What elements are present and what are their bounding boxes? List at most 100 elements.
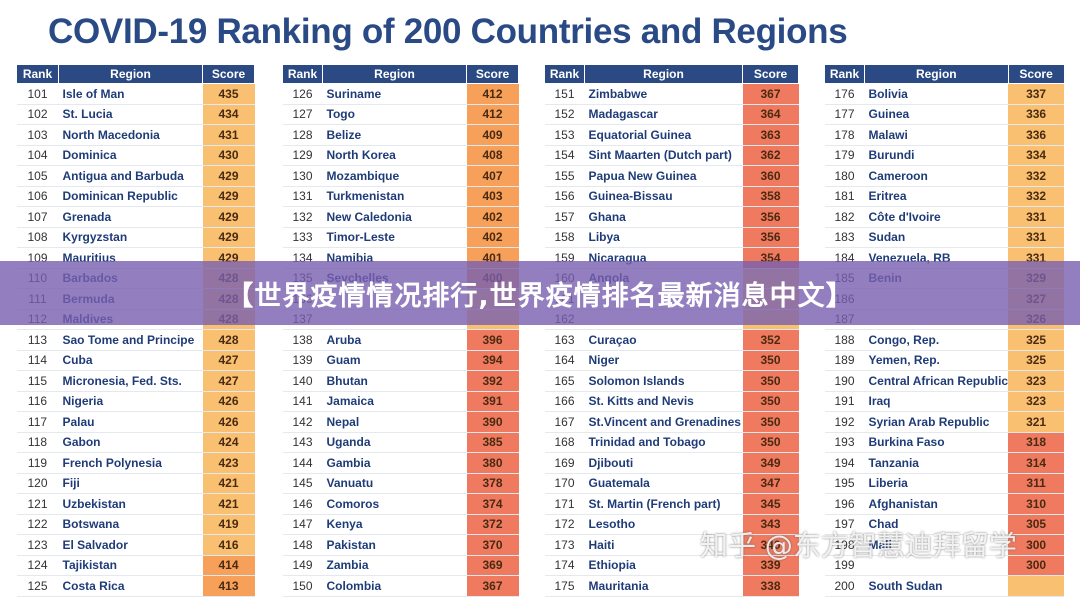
table-row: 131 Turkmenistan 403 [282,186,519,207]
table-row: 105 Antigua and Barbuda 429 [16,165,255,187]
rank-cell: 106 [16,186,59,207]
region-cell: Timor-Leste [322,227,467,248]
score-cell: 370 [466,534,519,556]
score-cell: 429 [202,165,255,187]
table-row: 177 Guinea 336 [824,104,1065,125]
table-row: 168 Trinidad and Tobago 350 [544,432,799,453]
region-cell: Sudan [864,227,1009,248]
region-cell: Sint Maarten (Dutch part) [584,145,743,166]
table-row: 171 St. Martin (French part) 345 [544,493,799,515]
region-cell: Mauritania [584,575,743,597]
rank-header: Rank [544,64,585,84]
rank-cell: 104 [16,145,59,166]
rank-cell: 157 [544,206,585,228]
region-cell: New Caledonia [322,206,467,228]
score-cell: 337 [1008,83,1065,105]
table-row: 101 Isle of Man 435 [16,83,255,105]
score-cell: 367 [466,575,519,597]
region-cell: Ethiopia [584,555,743,576]
table-row: 115 Micronesia, Fed. Sts. 427 [16,370,255,392]
region-cell: Zambia [322,555,467,576]
page-title: COVID-19 Ranking of 200 Countries and Re… [48,12,848,51]
score-cell: 378 [466,473,519,494]
region-cell: Solomon Islands [584,370,743,392]
rank-cell: 145 [282,473,323,494]
score-cell: 336 [1008,104,1065,125]
region-cell: Dominican Republic [58,186,203,207]
score-cell: 332 [1008,165,1065,187]
rank-cell: 152 [544,104,585,125]
region-cell: Afghanistan [864,493,1009,515]
table-row: 118 Gabon 424 [16,432,255,453]
score-cell: 419 [202,514,255,535]
score-cell: 323 [1008,391,1065,412]
score-cell: 402 [466,227,519,248]
table-row: 175 Mauritania 338 [544,575,799,597]
rank-cell: 197 [824,514,865,535]
rank-cell: 182 [824,206,865,228]
rank-cell: 171 [544,493,585,515]
rank-cell: 193 [824,432,865,453]
score-cell: 396 [466,329,519,351]
table-row: 190 Central African Republic 323 [824,370,1065,392]
rank-cell: 125 [16,575,59,597]
score-cell: 300 [1008,534,1065,556]
table-row: 199 300 [824,555,1065,576]
rank-cell: 158 [544,227,585,248]
region-cell: St.Vincent and Grenadines [584,411,743,433]
region-cell: Aruba [322,329,467,351]
table-row: 174 Ethiopia 339 [544,555,799,576]
region-cell: Niger [584,350,743,371]
region-cell: Fiji [58,473,203,494]
score-cell: 310 [1008,493,1065,515]
rank-cell: 114 [16,350,59,371]
region-cell: Bolivia [864,83,1009,105]
rank-cell: 149 [282,555,323,576]
table-row: 148 Pakistan 370 [282,534,519,556]
region-cell: Haiti [584,534,743,556]
table-row: 119 French Polynesia 423 [16,452,255,474]
rank-cell: 199 [824,555,865,576]
table-row: 147 Kenya 372 [282,514,519,535]
score-cell: 363 [742,124,799,146]
score-cell: 360 [742,165,799,187]
region-cell: Suriname [322,83,467,105]
region-cell: Tanzania [864,452,1009,474]
table-row: 142 Nepal 390 [282,411,519,433]
table-row: 170 Guatemala 347 [544,473,799,494]
region-cell: Cuba [58,350,203,371]
table-row: 198 Mali 300 [824,534,1065,556]
rank-cell: 188 [824,329,865,351]
table-row: 200 South Sudan [824,575,1065,597]
table-row: 106 Dominican Republic 429 [16,186,255,207]
region-cell: El Salvador [58,534,203,556]
score-cell: 429 [202,227,255,248]
region-cell: Nigeria [58,391,203,412]
rank-cell: 165 [544,370,585,392]
region-cell: Bhutan [322,370,467,392]
score-cell: 434 [202,104,255,125]
score-cell: 392 [466,370,519,392]
region-cell: Comoros [322,493,467,515]
region-cell: Zimbabwe [584,83,743,105]
rank-cell: 164 [544,350,585,371]
table-row: 197 Chad 305 [824,514,1065,535]
region-cell: Mozambique [322,165,467,187]
table-row: 107 Grenada 429 [16,206,255,228]
table-row: 153 Equatorial Guinea 363 [544,124,799,146]
table-row: 192 Syrian Arab Republic 321 [824,411,1065,433]
score-cell: 356 [742,227,799,248]
score-cell: 305 [1008,514,1065,535]
score-cell: 408 [466,145,519,166]
rank-cell: 101 [16,83,59,105]
rank-cell: 181 [824,186,865,207]
score-cell: 311 [1008,473,1065,494]
table-row: 114 Cuba 427 [16,350,255,371]
region-cell: Burkina Faso [864,432,1009,453]
score-cell: 372 [466,514,519,535]
score-cell: 428 [202,329,255,351]
table-row: 138 Aruba 396 [282,329,519,351]
rank-cell: 147 [282,514,323,535]
region-cell: Ghana [584,206,743,228]
rank-cell: 126 [282,83,323,105]
